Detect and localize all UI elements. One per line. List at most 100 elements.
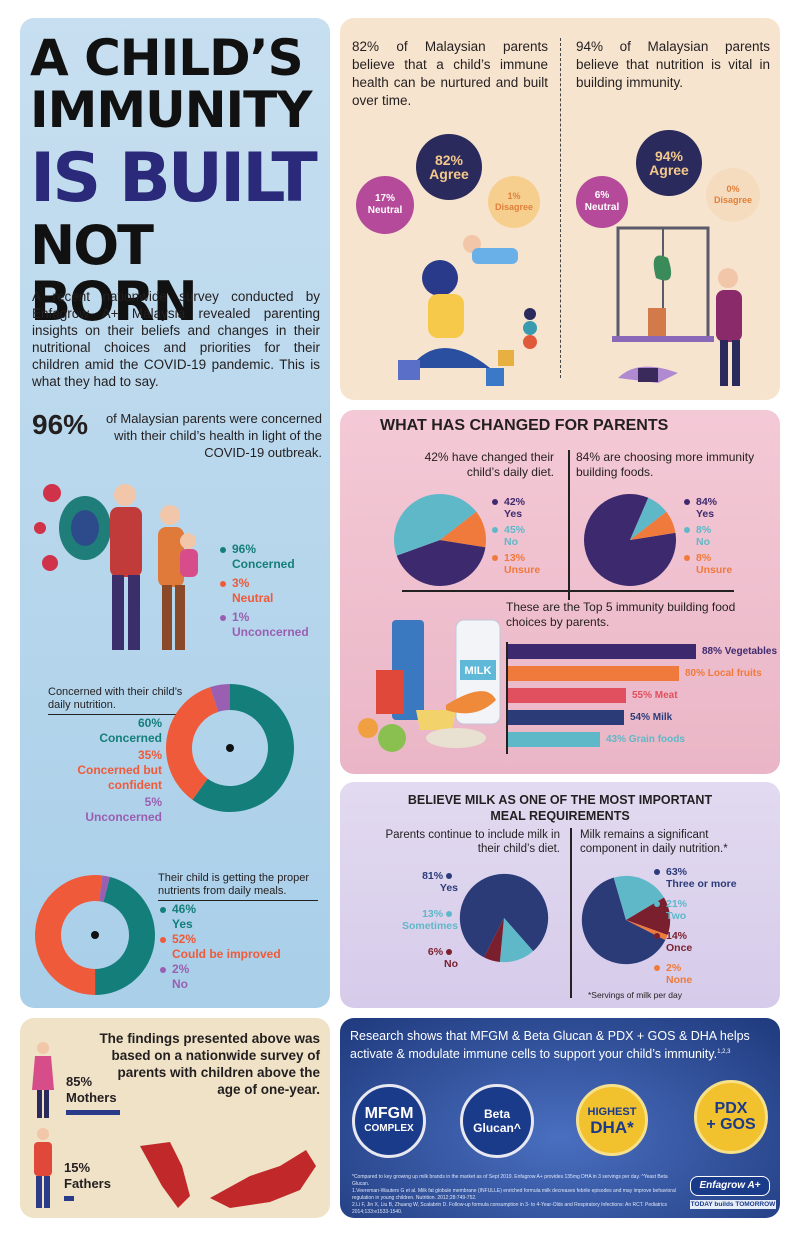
- foods-legend-2: 8% Unsure: [684, 552, 732, 576]
- milk-servings-pie: [581, 875, 671, 965]
- diet-legend-0: 42% Yes: [492, 496, 525, 520]
- milk-diet-legend-1: 13% Sometimes: [401, 908, 458, 932]
- mothers-stat: 85% Mothers: [66, 1074, 117, 1105]
- proper-nutrients-caption: Their child is getting the proper nutrie…: [158, 872, 318, 901]
- milk-servings-legend-2: 14% Once: [654, 930, 692, 954]
- bar-local-fruits: [508, 666, 679, 681]
- nutrients-legend-yes: 46% Yes: [160, 902, 196, 932]
- vertical-divider: [568, 450, 570, 600]
- bar-label-0: 88% Vegetables: [702, 646, 778, 657]
- daily-legend-confident: 35% Concerned but confident: [77, 748, 162, 792]
- bar-label-2: 55% Meat: [632, 690, 678, 701]
- left-agree-bubble: 82% Agree: [416, 134, 482, 200]
- proper-nutrients-center-dot: [91, 931, 99, 939]
- title-line-3: NOT BORN: [30, 214, 198, 333]
- left-disagree-bubble: 1% Disagree: [488, 176, 540, 228]
- diet-change-slice-1: [394, 493, 477, 556]
- concern-big-number: 96%: [32, 409, 89, 440]
- mother-child-illustration: [398, 235, 537, 386]
- enfagrow-logo: Enfagrow A+: [690, 1176, 770, 1196]
- proper-nutrients-slice-0: [95, 876, 156, 995]
- immune-beliefs-panel: 82% of Malaysian parents believe that a …: [340, 18, 780, 400]
- milk-diet-pie: [459, 873, 549, 963]
- proper-nutrients-slice-2: [99, 875, 110, 903]
- left-neutral-bubble: 17% Neutral: [356, 176, 414, 234]
- tagline: TODAY builds TOMORROW: [690, 1200, 776, 1209]
- milk-servings-slice-0: [581, 877, 666, 965]
- foods-legend-1: 8% No: [684, 524, 711, 548]
- bar-axis: [506, 642, 508, 754]
- immune-right-text: 94% of Malaysian parents believe that nu…: [576, 39, 770, 90]
- horizontal-divider: [402, 590, 734, 592]
- bar-milk: [508, 710, 624, 725]
- milk-diet-legend-0: 81% Yes: [422, 870, 458, 894]
- malaysia-map: [140, 1142, 316, 1208]
- beta-glucan-badge: Beta Glucan^: [460, 1084, 534, 1158]
- daily-nutrition-center-dot: [226, 744, 234, 752]
- title-line-1: A CHILD’S IMMUNITY: [30, 29, 312, 139]
- top5-caption: These are the Top 5 immunity building fo…: [506, 600, 736, 629]
- pdx-gos-badge: PDX + GOS: [694, 1080, 768, 1154]
- right-neutral-bubble: 6% Neutral: [576, 176, 628, 228]
- milk-servings-slice-1: [613, 875, 665, 920]
- family-shield-illustration: [34, 484, 198, 650]
- bar-meat: [508, 688, 626, 703]
- immunity-foods-slice-2: [630, 511, 676, 540]
- milk-carton-label: MILK: [465, 665, 492, 677]
- daily-nutrition-slice-2: [210, 684, 230, 712]
- milk-diet-legend-2: 6% No: [427, 946, 458, 970]
- mother-icon: [32, 1042, 54, 1118]
- research-panel: Research shows that MFGM & Beta Glucan &…: [340, 1018, 780, 1218]
- milk-divider: [570, 828, 572, 998]
- father-icon: [34, 1128, 52, 1208]
- intro-paragraph: A recent nationwide survey conducted by …: [32, 289, 320, 389]
- foods-legend-0: 84% Yes: [684, 496, 717, 520]
- milk-diet-slice-0: [459, 873, 549, 958]
- milk-diet-slice-1: [499, 918, 534, 963]
- immune-left-text: 82% of Malaysian parents believe that a …: [352, 39, 548, 108]
- daily-legend-unconcerned: 5% Unconcerned: [85, 795, 162, 824]
- milk-left-caption: Parents continue to include milk in thei…: [385, 829, 560, 855]
- diet-legend-1: 45% No: [492, 524, 525, 548]
- milk-servings-legend-3: 2% None: [654, 962, 692, 986]
- daily-legend-concerned: 60% Concerned: [99, 716, 162, 745]
- bar-grain-foods: [508, 732, 600, 747]
- bar-vegetables: [508, 644, 696, 659]
- mfgm-badge: MFGM COMPLEX: [352, 1084, 426, 1158]
- right-disagree-bubble: 0% Disagree: [706, 168, 760, 222]
- foods-caption: 84% are choosing more immunity building …: [576, 450, 755, 479]
- diet-change-pie: [394, 493, 486, 586]
- concern-legend-neutral: 3% Neutral: [220, 576, 273, 606]
- research-text: Research shows that MFGM & Beta Glucan &…: [350, 1029, 750, 1062]
- fathers-bar: [64, 1196, 74, 1201]
- immunity-foods-pie: [584, 494, 676, 586]
- diet-legend-2: 13% Unsure: [492, 552, 540, 576]
- concern-text: of Malaysian parents were concerned with…: [105, 411, 322, 460]
- changes-panel: WHAT HAS CHANGED FOR PARENTS 42% have ch…: [340, 410, 780, 774]
- father-window-illustration: [612, 226, 742, 386]
- daily-nutrition-caption: Concerned with their child’s daily nutri…: [48, 686, 198, 715]
- daily-nutrition-slice-0: [192, 684, 294, 812]
- milk-servings-slice-2: [626, 897, 671, 935]
- mothers-bar: [66, 1110, 120, 1115]
- milk-diet-slice-2: [483, 918, 504, 962]
- survey-text: The findings presented above was based o…: [99, 1031, 320, 1097]
- right-agree-bubble: 94% Agree: [636, 130, 702, 196]
- milk-servings-legend-0: 63% Three or more: [654, 866, 737, 890]
- title-line-2: IS BUILT: [30, 139, 318, 218]
- daily-nutrition-slice-1: [166, 687, 219, 800]
- divider: [560, 38, 561, 378]
- servings-footnote: *Servings of milk per day: [588, 990, 683, 1000]
- bar-label-3: 54% Milk: [630, 712, 673, 723]
- changes-heading: WHAT HAS CHANGED FOR PARENTS: [380, 417, 669, 434]
- diet-change-slice-2: [440, 511, 486, 548]
- proper-nutrients-slice-1: [35, 875, 103, 995]
- milk-panel: BELIEVE MILK AS ONE OF THE MOST IMPORTAN…: [340, 782, 780, 1008]
- milk-right-caption: Milk remains a significant component in …: [580, 829, 728, 855]
- references: *Compared to key growing up milk brands …: [352, 1174, 676, 1215]
- proper-nutrients-donut: [35, 875, 156, 995]
- left-panel: A CHILD’S IMMUNITY IS BUILT NOT BORN A re…: [20, 18, 330, 1008]
- daily-nutrition-donut: [166, 684, 294, 812]
- concern-legend-concerned: 96% Concerned: [220, 542, 295, 572]
- immunity-foods-slice-1: [630, 497, 667, 540]
